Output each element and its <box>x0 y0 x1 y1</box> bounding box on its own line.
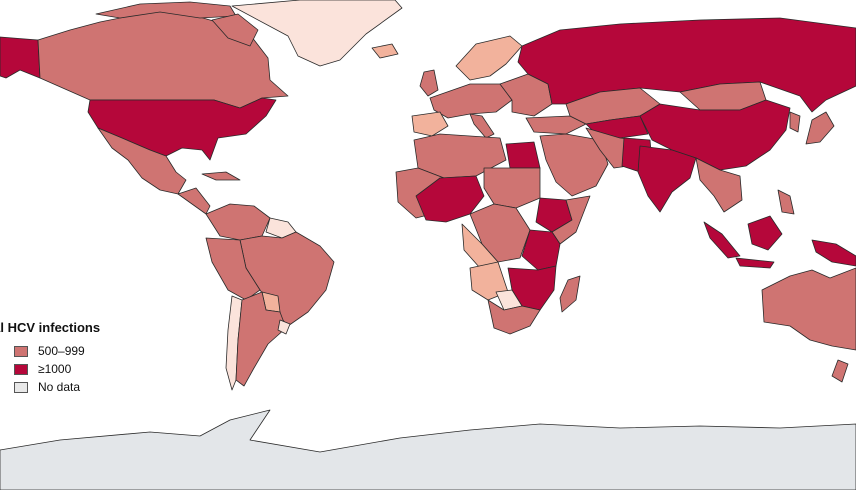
region-java <box>735 257 775 269</box>
region-central-america <box>177 187 211 215</box>
region-baffin-island <box>211 13 259 47</box>
legend-swatch <box>14 381 28 393</box>
region-iberia <box>411 111 449 137</box>
region-alaska <box>0 36 41 79</box>
region-middle-east <box>539 133 609 197</box>
region-antarctica <box>0 409 856 490</box>
region-scandinavia <box>455 35 523 81</box>
region-uk <box>419 69 439 97</box>
region-uruguay <box>277 319 291 335</box>
region-italy <box>469 113 495 139</box>
region-turkey <box>525 115 587 135</box>
region-new-guinea <box>811 239 856 267</box>
region-australia <box>761 267 856 351</box>
legend-swatch <box>14 363 28 375</box>
region-japan <box>805 111 835 145</box>
region-korea <box>789 111 801 133</box>
region-madagascar <box>559 275 581 313</box>
region-greenland <box>231 0 403 67</box>
legend-swatch <box>14 345 28 357</box>
legend-item-500-999: 500–999 <box>14 344 85 358</box>
region-egypt <box>505 141 541 169</box>
legend-title: tical HCV infections <box>0 320 101 335</box>
region-india <box>637 145 697 213</box>
region-sumatra <box>703 221 741 259</box>
region-southeast-asia <box>695 157 743 213</box>
region-andes <box>205 237 261 301</box>
region-northern-south-america <box>205 203 271 241</box>
legend-label: No data <box>38 380 81 394</box>
legend-label: ≥1000 <box>38 362 72 376</box>
region-iceland <box>371 43 399 59</box>
region-southern-africa <box>487 299 541 335</box>
legend-item-1000-plus: ≥1000 <box>14 362 71 376</box>
region-western-europe <box>429 83 513 119</box>
region-cuba <box>201 171 241 181</box>
region-sudan <box>483 167 541 209</box>
region-nigeria <box>415 175 485 223</box>
region-borneo <box>747 215 783 251</box>
region-philippines <box>777 189 795 215</box>
legend-item-no-data: No data <box>14 380 80 394</box>
region-argentina <box>235 291 287 387</box>
region-new-zealand <box>831 359 849 383</box>
region-mexico <box>97 127 187 195</box>
legend-label: 500–999 <box>38 344 85 358</box>
